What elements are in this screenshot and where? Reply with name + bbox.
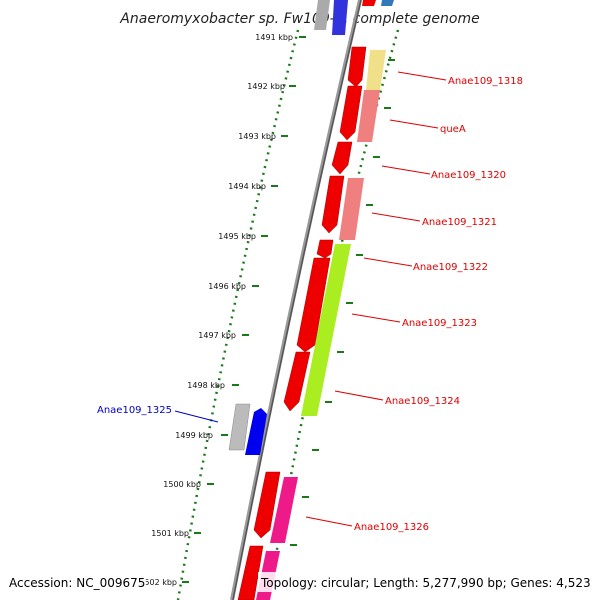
gene-1318-product <box>366 50 386 90</box>
footer-topology: Topology: circular; Length: 5,277,990 bp… <box>260 576 591 590</box>
label-anae109-1322[interactable]: Anae109_1322 <box>413 262 488 273</box>
gene-1318[interactable] <box>347 46 367 88</box>
gene-top-steel <box>381 0 394 6</box>
gene-top-grey <box>314 0 330 30</box>
gene-1321-product <box>339 178 364 240</box>
gene-1325[interactable] <box>245 408 267 455</box>
bp-label-1493: 1493 kbp <box>238 132 276 141</box>
label-anae109-1321[interactable]: Anae109_1321 <box>422 217 497 228</box>
backbone-outer <box>230 0 362 600</box>
footer-accession-bg <box>6 572 146 592</box>
bp-label-1499: 1499 kbp <box>175 431 213 440</box>
label-anae109-1320[interactable]: Anae109_1320 <box>431 170 506 181</box>
label-queA[interactable]: queA <box>440 124 466 135</box>
gene-1326-product <box>270 477 298 543</box>
label-anae109-1324[interactable]: Anae109_1324 <box>385 396 460 407</box>
bp-label-1494: 1494 kbp <box>228 182 266 191</box>
gene-1324[interactable] <box>283 351 311 412</box>
bp-label-1497: 1497 kbp <box>198 331 236 340</box>
footer-topology-bg <box>258 572 594 592</box>
gene-1321[interactable] <box>321 175 345 234</box>
bp-label-1496: 1496 kbp <box>208 282 246 291</box>
label-anae109-1323[interactable]: Anae109_1323 <box>402 318 477 329</box>
leader-lines <box>305 71 447 527</box>
gene-1322[interactable] <box>316 239 334 259</box>
bp-label-1492: 1492 kbp <box>247 82 285 91</box>
gene-1323[interactable] <box>296 257 331 353</box>
gene-bottom-red <box>237 545 264 600</box>
bp-label-1495: 1495 kbp <box>218 232 256 241</box>
gene-top-red <box>362 0 376 6</box>
outer-track-left <box>176 29 300 600</box>
gene-top-blue <box>332 0 348 35</box>
right-ticks <box>290 59 395 546</box>
gene-1326[interactable] <box>253 471 281 539</box>
gene-1324-product <box>301 244 351 416</box>
bp-label-1502: 1502 kbp <box>139 578 177 587</box>
bp-label-1491: 1491 kbp <box>255 33 293 42</box>
label-anae109-1326[interactable]: Anae109_1326 <box>354 522 429 533</box>
label-anae109-1325[interactable]: Anae109_1325 <box>97 405 172 416</box>
bp-label-1498: 1498 kbp <box>187 381 225 390</box>
footer-accession: Accession: NC_009675 <box>9 576 145 590</box>
gene-1325-grey <box>228 403 251 451</box>
bp-label-1501: 1501 kbp <box>151 529 189 538</box>
gene-queA-product <box>357 90 380 142</box>
left-ticks <box>182 36 306 583</box>
bp-label-1500: 1500 kbp <box>163 480 201 489</box>
leader-1325 <box>174 410 219 423</box>
backbone-inner <box>232 0 362 600</box>
label-anae109-1318[interactable]: Anae109_1318 <box>448 76 523 87</box>
gene-queA[interactable] <box>339 85 363 141</box>
gene-1320[interactable] <box>331 141 353 175</box>
map-title: Anaeromyxobacter sp. Fw109-5, complete g… <box>119 11 479 27</box>
